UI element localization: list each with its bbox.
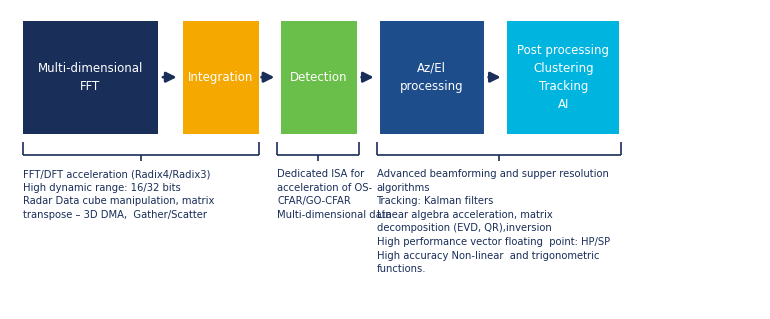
Text: Az/El
processing: Az/El processing xyxy=(400,62,464,93)
FancyBboxPatch shape xyxy=(380,21,484,134)
FancyBboxPatch shape xyxy=(23,21,158,134)
Text: Advanced beamforming and supper resolution
algorithms
Tracking: Kalman filters
L: Advanced beamforming and supper resoluti… xyxy=(377,169,610,274)
Text: Integration: Integration xyxy=(189,71,253,84)
FancyBboxPatch shape xyxy=(183,21,259,134)
Text: Post processing
Clustering
Tracking
AI: Post processing Clustering Tracking AI xyxy=(517,44,609,111)
Text: Dedicated ISA for
acceleration of OS-
CFAR/GO-CFAR
Multi-dimensional data: Dedicated ISA for acceleration of OS- CF… xyxy=(277,169,392,220)
FancyBboxPatch shape xyxy=(281,21,357,134)
Text: Multi-dimensional
FFT: Multi-dimensional FFT xyxy=(38,62,143,93)
FancyBboxPatch shape xyxy=(507,21,619,134)
Text: Detection: Detection xyxy=(290,71,347,84)
Text: FFT/DFT acceleration (Radix4/Radix3)
High dynamic range: 16/32 bits
Radar Data c: FFT/DFT acceleration (Radix4/Radix3) Hig… xyxy=(23,169,215,220)
